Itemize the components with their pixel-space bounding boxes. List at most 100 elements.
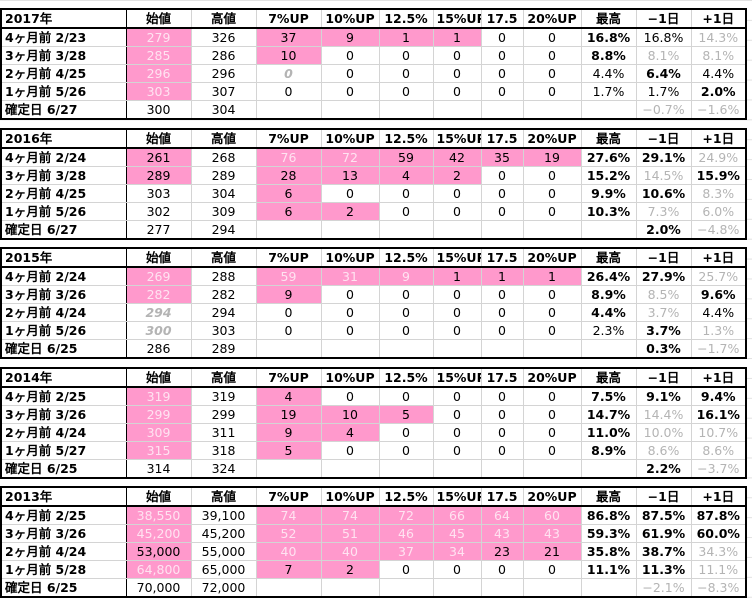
cell: 最高 <box>580 247 637 269</box>
cell: 0 <box>480 285 524 305</box>
cell: 14.7% <box>580 404 637 424</box>
cell: 10 <box>320 404 380 424</box>
cell: 10 <box>255 46 322 65</box>
cell: 0 <box>378 560 434 580</box>
cell <box>378 219 434 240</box>
cell: 17.5 <box>480 8 524 29</box>
cell <box>255 578 322 598</box>
cell: 29.1% <box>635 147 692 167</box>
row-label: 2ヶ月前 4/25 <box>0 64 127 83</box>
cell: 0 <box>432 386 482 406</box>
cell: 0 <box>378 440 434 460</box>
cell: 0 <box>480 201 524 221</box>
cell: 87.5% <box>635 505 692 526</box>
cell: 0 <box>522 422 582 442</box>
cell: 0 <box>320 440 380 460</box>
data-row: 4ヶ月前 2/25 319 319 4 0 0 0 0 0 7.5% 9.1% 9.4% <box>0 386 747 406</box>
cell: 311 <box>190 422 257 442</box>
cell: 34.3% <box>690 542 747 562</box>
cell: 高値 <box>190 367 257 388</box>
cell: 0 <box>432 82 482 101</box>
row-label: 2ヶ月前 4/24 <box>0 422 127 442</box>
cell: 高値 <box>190 247 257 269</box>
cell: 7%UP <box>255 367 322 388</box>
cell <box>432 339 482 359</box>
cell: 15%UP <box>432 128 482 149</box>
cell: 2.0% <box>635 219 692 240</box>
cell: 0 <box>378 82 434 101</box>
cell: 1 <box>522 266 582 287</box>
cell: 0 <box>480 165 524 185</box>
data-row: 1ヶ月前 5/28 64,800 65,000 7 2 0 0 0 0 11.1% 11.3% 11.… <box>0 560 747 580</box>
cell: 高値 <box>190 8 257 29</box>
cell: 4.4% <box>580 303 637 323</box>
cell <box>255 219 322 240</box>
row-label: 3ヶ月前 3/26 <box>0 524 127 544</box>
cell: 0 <box>522 46 582 65</box>
cell: −2.1% <box>635 578 692 598</box>
cell: 309 <box>125 422 192 442</box>
cell: 2.0% <box>690 82 747 101</box>
row-label: 2013年 <box>0 486 127 508</box>
data-row: 1ヶ月前 5/26 302 309 6 2 0 0 0 0 10.3% 7.3% 6.0% <box>0 201 747 221</box>
cell: 23 <box>480 542 524 562</box>
cell: 282 <box>125 285 192 305</box>
header-row: 2017年 始値 高値 7%UP 10%UP 12.5% 15%UP 17.5 20%UP 最高 −… <box>0 8 747 29</box>
data-row: 3ヶ月前 3/26 45,200 45,200 52 51 46 45 43 43 59.3% 61… <box>0 524 747 544</box>
cell: −8.3% <box>690 578 747 598</box>
cell: 0 <box>432 303 482 323</box>
cell: 0 <box>522 440 582 460</box>
cell: −1日 <box>635 486 692 508</box>
cell: 279 <box>125 27 192 47</box>
cell <box>320 578 380 598</box>
cell: 11.3% <box>635 560 692 580</box>
cell: +1日 <box>690 247 747 269</box>
cell <box>378 458 434 479</box>
cell: 296 <box>125 64 192 83</box>
cell: −1日 <box>635 247 692 269</box>
cell: 0 <box>378 64 434 83</box>
cell: 303 <box>190 321 257 341</box>
cell: 1 <box>378 27 434 47</box>
cell: 307 <box>190 82 257 101</box>
row-label: 4ヶ月前 2/24 <box>0 147 127 167</box>
cell: 296 <box>190 64 257 83</box>
cell <box>320 219 380 240</box>
row-label: 3ヶ月前 3/26 <box>0 404 127 424</box>
row-label: 確定日 6/25 <box>0 578 127 598</box>
data-row: 4ヶ月前 2/25 38,550 39,100 74 74 72 66 64 60 86.8% 87… <box>0 505 747 526</box>
cell: 7%UP <box>255 247 322 269</box>
cell: 304 <box>190 100 257 120</box>
cell: 高値 <box>190 486 257 508</box>
cell: 始値 <box>125 367 192 388</box>
cell: 最高 <box>580 8 637 29</box>
cell: 39,100 <box>190 505 257 526</box>
cell: 61.9% <box>635 524 692 544</box>
cell: 72 <box>378 505 434 526</box>
cell: 10%UP <box>320 367 380 388</box>
cell: 0 <box>378 201 434 221</box>
cell: 19 <box>255 404 322 424</box>
cell: 315 <box>125 440 192 460</box>
cell: 20%UP <box>522 128 582 149</box>
cell: 60 <box>522 505 582 526</box>
cell: 始値 <box>125 486 192 508</box>
data-block: 2014年 始値 高値 7%UP 10%UP 12.5% 15%UP 17.5 20%UP 最高 −… <box>0 366 747 479</box>
cell: 9 <box>378 266 434 287</box>
data-row: 4ヶ月前 2/24 269 288 59 31 9 1 1 1 26.4% 27.9% 25.7% <box>0 266 747 287</box>
cell: 0 <box>320 285 380 305</box>
cell: 0 <box>480 422 524 442</box>
cell: 2 <box>320 201 380 221</box>
cell: 0 <box>255 82 322 101</box>
cell: 304 <box>190 183 257 203</box>
cell: 0 <box>522 183 582 203</box>
cell <box>522 458 582 479</box>
cell: 0 <box>432 64 482 83</box>
cell: 0 <box>522 82 582 101</box>
cell: 7.5% <box>580 386 637 406</box>
cell: 294 <box>190 303 257 323</box>
cell: −0.7% <box>635 100 692 120</box>
data-row: 2ヶ月前 4/24 53,000 55,000 40 40 37 34 23 21 35.8% 38… <box>0 542 747 562</box>
cell: 277 <box>125 219 192 240</box>
